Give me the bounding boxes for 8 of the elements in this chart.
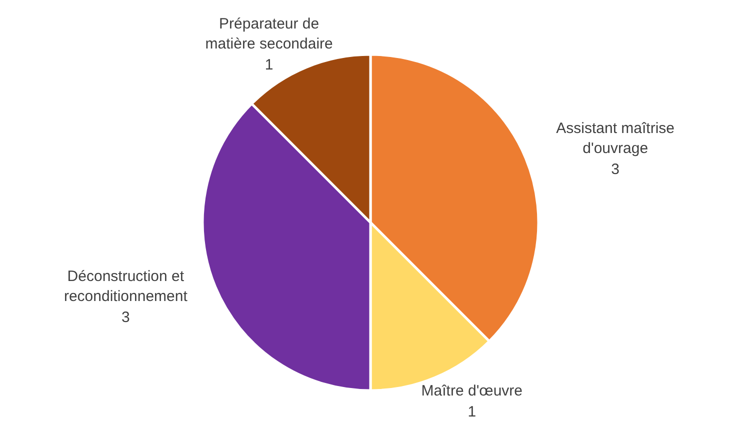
- data-label: 3: [611, 161, 620, 178]
- data-label: 1: [264, 56, 274, 74]
- slice-label: Assistant maîtrise d'ouvrage: [556, 120, 675, 158]
- slice-label: Maître d'œuvre: [421, 382, 523, 400]
- data-label: 1: [468, 403, 476, 420]
- data-label: 3: [122, 308, 130, 326]
- slice-label: Préparateur de matière secondaire: [205, 16, 333, 53]
- slice-label: Déconstruction et reconditionnement: [64, 268, 188, 305]
